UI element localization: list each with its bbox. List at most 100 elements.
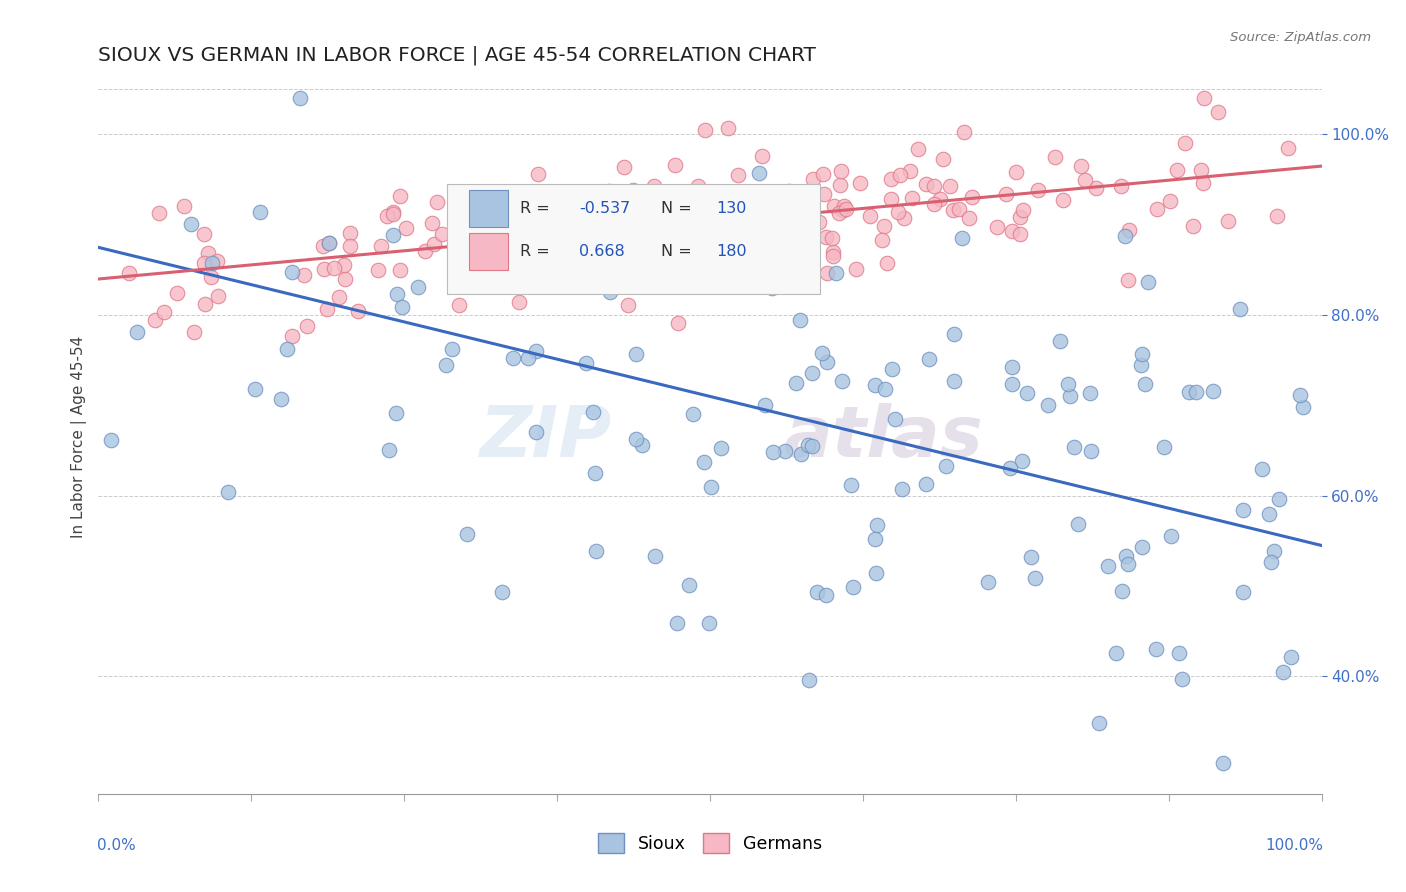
Point	[472, 216, 495, 230]
Point	[914, 177, 936, 191]
Point	[754, 398, 776, 412]
Point	[801, 439, 824, 453]
Point	[704, 227, 727, 242]
FancyBboxPatch shape	[470, 190, 508, 227]
Point	[821, 230, 844, 244]
Point	[520, 214, 543, 228]
Point	[932, 153, 955, 167]
Point	[1133, 376, 1156, 391]
Point	[467, 265, 489, 279]
Point	[693, 123, 716, 137]
Point	[1185, 384, 1208, 399]
Point	[1208, 105, 1230, 120]
Point	[1137, 275, 1160, 289]
Point	[815, 230, 838, 244]
Point	[598, 184, 620, 198]
Point	[943, 327, 966, 342]
Point	[657, 194, 679, 208]
Point	[890, 482, 912, 496]
Point	[281, 329, 304, 343]
Point	[456, 527, 478, 541]
Point	[1111, 178, 1133, 193]
Point	[806, 584, 828, 599]
Point	[875, 382, 897, 396]
Point	[1130, 358, 1153, 372]
Point	[673, 223, 696, 237]
Point	[322, 261, 344, 276]
Point	[986, 220, 1008, 235]
Point	[166, 285, 188, 300]
Point	[276, 343, 298, 357]
Point	[583, 466, 606, 480]
Point	[193, 256, 215, 270]
Point	[1130, 346, 1153, 360]
Point	[835, 202, 858, 216]
Point	[1024, 571, 1046, 585]
Point	[217, 485, 239, 500]
Point	[1292, 401, 1315, 415]
Point	[666, 615, 689, 630]
Point	[1263, 543, 1285, 558]
Point	[471, 256, 494, 270]
Point	[249, 205, 271, 219]
Point	[194, 297, 217, 311]
Point	[197, 245, 219, 260]
Point	[243, 382, 266, 396]
Point	[183, 325, 205, 339]
Point	[960, 190, 983, 204]
Point	[1189, 162, 1212, 177]
Legend: Sioux, Germans: Sioux, Germans	[591, 826, 830, 860]
Point	[152, 305, 174, 319]
Point	[561, 237, 583, 252]
Text: 0.668: 0.668	[579, 244, 624, 259]
Point	[450, 213, 472, 227]
Point	[1177, 384, 1199, 399]
Point	[1028, 183, 1050, 197]
Text: 180: 180	[716, 244, 747, 259]
Point	[339, 239, 361, 253]
Point	[207, 289, 229, 303]
Point	[765, 222, 787, 236]
Point	[328, 290, 350, 304]
Point	[1192, 176, 1215, 190]
FancyBboxPatch shape	[470, 233, 508, 270]
Point	[430, 227, 453, 241]
Point	[295, 319, 318, 334]
Point	[748, 166, 770, 180]
Text: -0.537: -0.537	[579, 202, 630, 216]
Text: Source: ZipAtlas.com: Source: ZipAtlas.com	[1230, 31, 1371, 45]
Point	[595, 221, 617, 235]
Text: N =: N =	[661, 202, 697, 216]
Point	[830, 164, 852, 178]
Point	[957, 211, 980, 225]
Point	[391, 300, 413, 314]
Point	[935, 458, 957, 473]
Point	[118, 266, 141, 280]
Point	[1067, 516, 1090, 531]
Point	[652, 233, 675, 247]
Point	[1036, 398, 1059, 412]
Point	[1160, 529, 1182, 543]
Point	[800, 366, 823, 380]
Point	[1174, 136, 1197, 151]
Point	[1059, 389, 1081, 403]
Point	[367, 263, 389, 277]
Point	[887, 204, 910, 219]
Point	[1000, 460, 1022, 475]
Point	[1118, 557, 1140, 571]
Point	[841, 580, 863, 594]
Point	[950, 230, 973, 244]
Point	[880, 192, 903, 206]
Point	[1078, 386, 1101, 401]
Point	[717, 187, 740, 202]
Point	[517, 193, 540, 207]
Point	[872, 233, 894, 247]
Point	[180, 217, 202, 231]
Point	[125, 325, 148, 339]
Point	[315, 301, 337, 316]
Point	[952, 125, 974, 139]
Point	[524, 344, 547, 359]
Point	[801, 172, 824, 186]
Point	[939, 178, 962, 193]
Point	[312, 239, 335, 253]
